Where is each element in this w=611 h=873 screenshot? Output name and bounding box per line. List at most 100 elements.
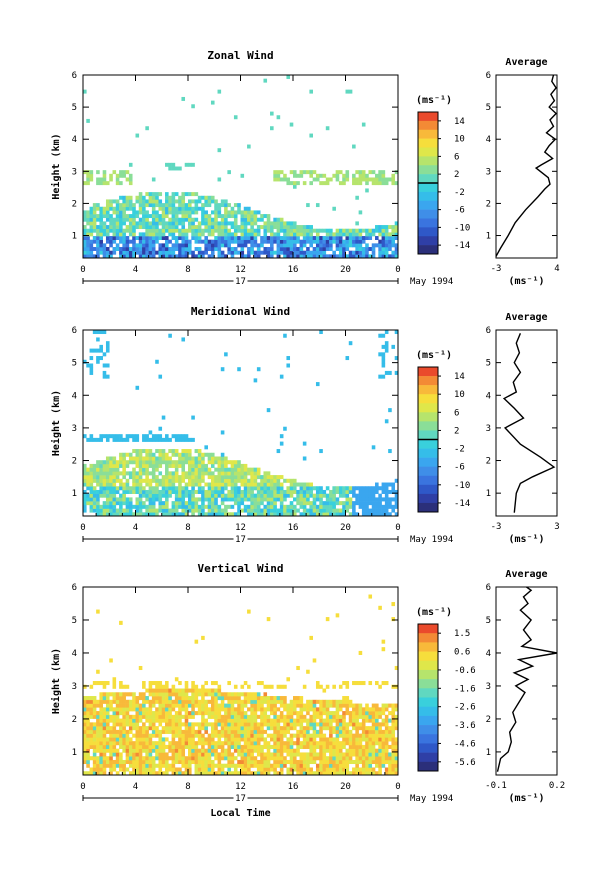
heatmap-cell bbox=[89, 714, 94, 719]
heatmap-cell bbox=[105, 228, 110, 233]
heatmap-cell bbox=[89, 367, 94, 372]
heatmap-cell bbox=[345, 748, 350, 753]
heatmap-cell bbox=[309, 501, 313, 506]
heatmap-cell bbox=[394, 665, 399, 671]
heatmap-cell bbox=[352, 236, 356, 240]
heatmap-cell bbox=[125, 478, 130, 483]
heatmap-cell bbox=[168, 217, 172, 222]
heatmap-cell bbox=[270, 493, 274, 498]
heatmap-cell bbox=[86, 722, 90, 727]
heatmap-cell bbox=[306, 771, 310, 776]
heatmap-cell bbox=[233, 692, 238, 697]
heatmap-cell bbox=[83, 744, 87, 749]
heatmap-cell bbox=[132, 210, 136, 215]
heatmap-cell bbox=[194, 729, 199, 734]
heatmap-cell bbox=[338, 767, 343, 772]
heatmap-cell bbox=[204, 210, 208, 215]
heatmap-cell bbox=[214, 489, 218, 494]
heatmap-cell bbox=[306, 225, 310, 230]
heatmap-cell bbox=[115, 434, 120, 439]
heatmap-cell bbox=[99, 748, 103, 753]
profile-frame bbox=[495, 74, 558, 259]
heatmap-cell bbox=[181, 744, 186, 749]
heatmap-cell bbox=[151, 771, 156, 776]
heatmap-cell bbox=[306, 512, 310, 517]
heatmap-cell bbox=[92, 239, 97, 244]
heatmap-cell bbox=[210, 471, 215, 476]
heatmap-cell bbox=[394, 722, 399, 727]
heatmap-cell bbox=[96, 478, 100, 483]
x-tick-label: 0 bbox=[395, 265, 400, 275]
heatmap-cell bbox=[381, 359, 386, 364]
heatmap-cell bbox=[283, 333, 287, 338]
heatmap-cell bbox=[240, 748, 245, 753]
heatmap-cell bbox=[197, 467, 202, 472]
heatmap-cell bbox=[155, 225, 159, 230]
heatmap-cell bbox=[391, 763, 396, 768]
heatmap-cell bbox=[138, 460, 143, 465]
heatmap-cell bbox=[184, 512, 189, 517]
heatmap-cell bbox=[240, 232, 245, 237]
heatmap-cell bbox=[352, 501, 356, 506]
heatmap-cell bbox=[358, 247, 363, 251]
heatmap-cell bbox=[276, 508, 281, 513]
colorbar-label: -14 bbox=[454, 241, 470, 251]
heatmap-cell bbox=[138, 692, 143, 697]
heatmap-cell bbox=[83, 217, 87, 222]
heatmap-cell bbox=[217, 89, 222, 94]
heatmap-cell bbox=[240, 228, 245, 233]
heatmap-cell bbox=[276, 763, 281, 768]
heatmap-cell bbox=[375, 714, 379, 719]
heatmap-cell bbox=[138, 489, 143, 494]
heatmap-cell bbox=[122, 699, 126, 704]
heatmap-cell bbox=[247, 707, 251, 712]
heatmap-cell bbox=[322, 737, 327, 742]
heatmap-cell bbox=[138, 752, 143, 757]
heatmap-cell bbox=[270, 737, 274, 742]
heatmap-cell bbox=[237, 744, 241, 749]
heatmap-cell bbox=[168, 763, 172, 768]
heatmap-cell bbox=[99, 767, 103, 772]
heatmap-cell bbox=[384, 707, 389, 712]
heatmap-cell bbox=[243, 737, 248, 742]
heatmap-cell bbox=[391, 756, 396, 761]
heatmap-cell bbox=[128, 744, 133, 749]
heatmap-cell bbox=[319, 449, 323, 454]
heatmap-cell bbox=[378, 759, 382, 765]
heatmap-cell bbox=[171, 729, 176, 734]
heatmap-cell bbox=[214, 217, 218, 222]
heatmap-cell bbox=[112, 699, 117, 704]
heatmap-cell bbox=[125, 236, 130, 240]
heatmap-cell bbox=[325, 254, 330, 259]
heatmap-cell bbox=[230, 741, 235, 746]
heatmap-cell bbox=[210, 463, 215, 468]
heatmap-cell bbox=[210, 763, 215, 768]
heatmap-cell bbox=[122, 748, 126, 753]
heatmap-cell bbox=[358, 239, 363, 244]
heatmap-cell bbox=[293, 225, 297, 230]
heatmap-cell bbox=[115, 501, 120, 506]
heatmap-cell bbox=[296, 247, 300, 251]
heatmap-cell bbox=[240, 759, 245, 765]
heatmap-cell bbox=[240, 714, 245, 719]
heatmap-cell bbox=[155, 482, 159, 487]
heatmap-cell bbox=[86, 744, 90, 749]
heatmap-cell bbox=[375, 228, 379, 233]
heatmap-cell bbox=[384, 486, 389, 491]
heatmap-cell bbox=[266, 756, 271, 761]
heatmap-cell bbox=[207, 744, 212, 749]
heatmap-cell bbox=[178, 489, 182, 494]
heatmap-cell bbox=[325, 744, 330, 749]
heatmap-cell bbox=[96, 460, 100, 465]
heatmap-cell bbox=[286, 225, 291, 230]
heatmap-cell bbox=[276, 115, 281, 120]
x-tick-label: 12 bbox=[235, 265, 246, 275]
heatmap-cell bbox=[391, 771, 396, 776]
heatmap-cell bbox=[306, 497, 310, 502]
heatmap-cell bbox=[283, 699, 287, 704]
heatmap-cell bbox=[260, 489, 264, 494]
y-axis-label: Height (km) bbox=[50, 390, 62, 456]
heatmap-cell bbox=[122, 243, 126, 248]
colorbar-swatch bbox=[418, 688, 438, 698]
heatmap-cell bbox=[210, 478, 215, 483]
